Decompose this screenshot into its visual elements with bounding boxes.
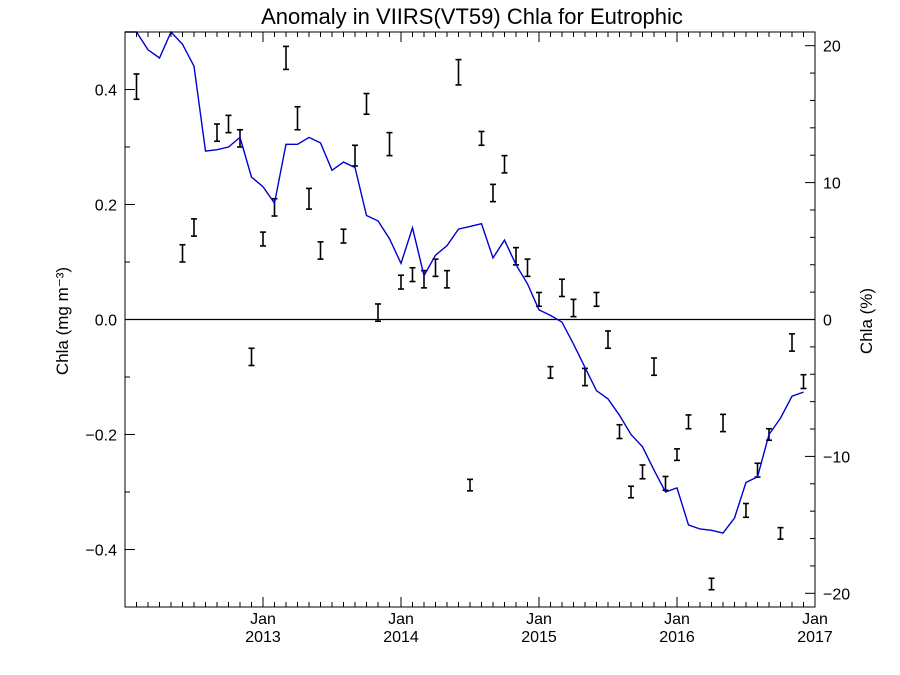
errorbar-point: [800, 373, 807, 390]
y-axis-right: 20 10 0 −10 −20: [805, 39, 850, 603]
y-left-tick-label: 0.4: [95, 83, 117, 100]
errorbar-point: [777, 526, 784, 540]
y-left-tick-label: 0.2: [95, 198, 117, 215]
errorbar-point: [294, 105, 301, 131]
errorbar-point: [306, 187, 312, 210]
y-right-tick-label: −10: [823, 449, 850, 466]
errorbar-point: [651, 357, 657, 377]
errorbar-point: [179, 243, 186, 263]
errorbar-point: [478, 130, 485, 147]
plot-area: [125, 30, 815, 591]
errorbar-point: [363, 92, 370, 116]
errorbar-point: [248, 347, 255, 367]
errorbar-point: [214, 123, 220, 143]
errorbar-point: [720, 413, 726, 433]
errorbar-point: [260, 231, 266, 247]
x-tick-label-year: 2017: [797, 629, 833, 646]
errorbar-point: [133, 73, 140, 101]
errorbar-point: [398, 274, 404, 290]
errorbar-point: [524, 258, 531, 278]
errorbar-point: [191, 218, 197, 237]
errorbar-point: [513, 246, 519, 266]
errorbar-point: [605, 330, 611, 350]
errorbar-point: [409, 266, 416, 283]
errorbar-point: [467, 478, 473, 492]
x-tick-label-year: 2015: [521, 629, 557, 646]
errorbar-point: [685, 414, 692, 430]
errorbar-point: [283, 45, 289, 71]
errorbar-point: [628, 485, 634, 499]
errorbar-point: [352, 144, 358, 167]
y-right-tick-label: 10: [823, 176, 841, 193]
errorbar-point: [674, 448, 680, 462]
y-left-tick-label: −0.2: [85, 428, 117, 445]
y-right-tick-label: 20: [823, 39, 841, 56]
x-tick-label-month: Jan: [664, 611, 690, 628]
errorbar-point: [490, 183, 496, 203]
x-tick-label-year: 2014: [383, 629, 419, 646]
chart-title: Anomaly in VIIRS(VT59) Chla for Eutrophi…: [261, 4, 683, 29]
y-left-tick-label: 0.0: [95, 313, 117, 330]
x-tick-label-month: Jan: [802, 611, 828, 628]
y-axis-left: 0.4 0.2 0.0 −0.2 −0.4: [85, 31, 135, 608]
x-tick-label-month: Jan: [526, 611, 552, 628]
errorbar-point: [547, 365, 554, 379]
errorbar-point: [616, 423, 623, 440]
errorbar-point: [501, 154, 508, 174]
errorbar-point: [455, 58, 462, 86]
errorbar-point: [639, 464, 646, 480]
errorbar-point: [559, 278, 565, 298]
errorbar-point: [375, 303, 381, 323]
plot-frame: [124, 31, 816, 608]
errorbar-point: [317, 241, 324, 260]
y-left-tick-label: −0.4: [85, 543, 117, 560]
x-tick-label-year: 2013: [245, 629, 281, 646]
errorbar-point: [340, 228, 347, 244]
errorbar-point: [444, 269, 450, 289]
errorbar-point: [662, 475, 669, 492]
y-axis-right-label: Chla (%): [857, 288, 876, 354]
y-right-tick-label: −20: [823, 586, 850, 603]
errorbar-point: [432, 258, 439, 278]
errorbar-point: [570, 298, 577, 318]
errorbar-point: [593, 291, 600, 308]
x-tick-label-month: Jan: [250, 611, 276, 628]
errorbar-point: [743, 502, 749, 519]
x-tick-label-year: 2016: [659, 629, 695, 646]
percent-anomaly-line: [125, 30, 804, 534]
errorbar-point: [789, 333, 795, 352]
errorbar-point: [386, 131, 393, 157]
errorbar-point: [708, 577, 715, 591]
errorbar-point: [225, 114, 232, 134]
y-right-tick-label: 0: [823, 313, 832, 330]
y-axis-left-label: Chla (mg m⁻³): [53, 267, 72, 375]
x-tick-label-month: Jan: [388, 611, 414, 628]
